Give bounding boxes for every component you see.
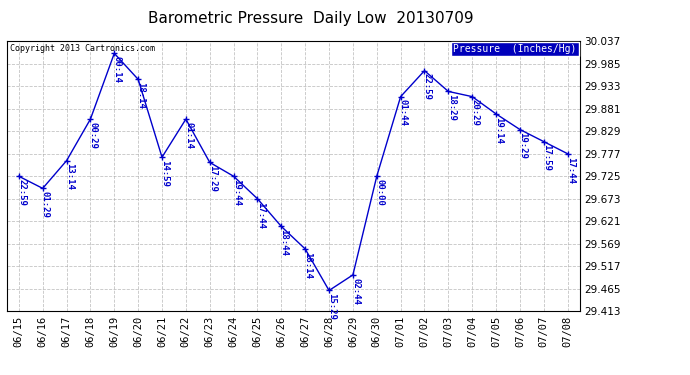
Text: 18:29: 18:29 [446, 94, 455, 121]
Text: 20:29: 20:29 [471, 99, 480, 126]
Text: 17:59: 17:59 [542, 144, 551, 171]
Text: 18:14: 18:14 [137, 82, 146, 109]
Text: 17:44: 17:44 [256, 201, 265, 228]
Text: Pressure  (Inches/Hg): Pressure (Inches/Hg) [453, 44, 577, 54]
Text: 19:44: 19:44 [232, 179, 241, 206]
Text: 01:14: 01:14 [184, 122, 193, 149]
Text: 13:14: 13:14 [65, 164, 74, 190]
Text: 19:29: 19:29 [518, 132, 527, 159]
Text: 17:44: 17:44 [566, 156, 575, 183]
Text: 18:14: 18:14 [304, 252, 313, 279]
Text: Barometric Pressure  Daily Low  20130709: Barometric Pressure Daily Low 20130709 [148, 11, 473, 26]
Text: 14:59: 14:59 [160, 160, 169, 187]
Text: 00:00: 00:00 [375, 179, 384, 206]
Text: 18:44: 18:44 [279, 229, 288, 256]
Text: 00:29: 00:29 [89, 122, 98, 149]
Text: 22:59: 22:59 [423, 74, 432, 100]
Text: 19:14: 19:14 [494, 117, 504, 144]
Text: 01:44: 01:44 [399, 99, 408, 126]
Text: 01:29: 01:29 [41, 191, 50, 218]
Text: 02:44: 02:44 [351, 278, 360, 304]
Text: 15:29: 15:29 [327, 293, 336, 320]
Text: 22:59: 22:59 [17, 179, 26, 206]
Text: 17:29: 17:29 [208, 165, 217, 192]
Text: Copyright 2013 Cartronics.com: Copyright 2013 Cartronics.com [10, 44, 155, 53]
Text: 00:14: 00:14 [112, 56, 121, 83]
